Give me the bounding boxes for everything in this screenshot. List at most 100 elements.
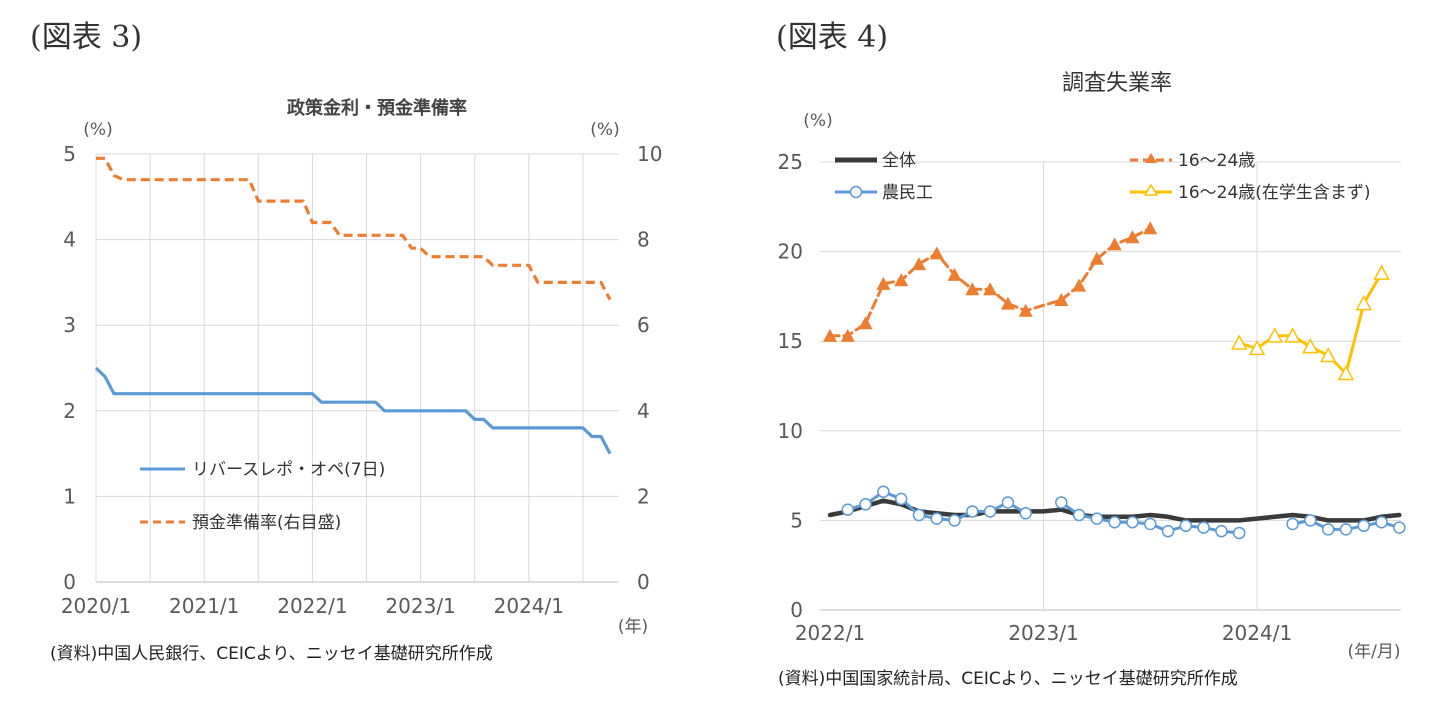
x-tick-label: 2022/1 [277,594,347,618]
y-tick-right-label: 10 [637,142,662,166]
migrant-worker-point [1161,524,1175,538]
y-tick-right-label: 2 [637,484,650,508]
youth-point [1089,251,1104,265]
y-tick-right-label: 8 [637,228,650,252]
youth-ex-students-line [1237,271,1383,375]
youth-ex-students-point [1302,337,1319,354]
migrant-worker-point [894,492,908,506]
youth-point [1054,292,1069,306]
x-tick-label: 2023/1 [385,594,455,618]
chart-4-x-unit: (年/月) [1348,642,1401,662]
reverse-repo-line [94,366,612,455]
figure-3-label: (図表 3) [30,20,143,55]
migrant-worker-point [966,505,979,518]
x-tick-label: 2022/1 [795,621,865,645]
migrant-worker-point [1055,496,1068,509]
y-tick-label: 10 [778,419,803,443]
chart-4-y-unit: (%) [803,111,832,131]
reserve-ratio-line [96,156,612,301]
legend-youth-marker [1145,153,1157,163]
youth-point [1107,237,1122,251]
x-tick-label: 2024/1 [494,594,564,618]
youth-ex-students-point [1355,294,1373,311]
legend-reserve-ratio: 預金準備率(右目盛) [192,513,341,533]
x-tick-label: 2021/1 [169,594,239,618]
youth-point [983,282,998,296]
migrant-worker-point [1339,523,1353,536]
migrant-worker-point [1144,517,1157,531]
chart-3-left-unit: (%) [83,120,112,140]
legend-youth-ex-students: 16～24歳(在学生含まず) [1178,183,1371,203]
youth-ex-students-point [1266,327,1284,343]
youth-point [1072,278,1087,292]
legend-migrant: 農民工 [882,183,933,203]
x-tick-label: 2020/1 [61,594,131,618]
y-tick-right-label: 4 [637,399,650,423]
youth-point [840,328,855,342]
y-tick-label: 0 [790,598,803,622]
youth-ex-students-point [1284,327,1301,343]
youth-ex-students-point [1373,264,1390,280]
y-tick-left-label: 1 [63,484,76,508]
chart-3-x-unit: (年) [618,617,648,637]
migrant-worker-point [1321,523,1335,536]
youth-point [947,267,962,281]
migrant-worker-point [841,503,855,516]
migrant-worker-point [1179,519,1193,533]
migrant-worker-point [877,485,890,498]
y-tick-left-label: 4 [63,228,76,252]
youth-ex-students-point [1319,346,1337,363]
migrant-worker-point [1304,514,1317,527]
y-tick-right-label: 0 [637,570,650,594]
youth-point [876,276,891,290]
youth-point [1125,230,1140,244]
migrant-worker-point [1357,519,1370,533]
migrant-worker-point [1215,524,1228,538]
youth-line [828,226,1152,338]
youth-point [965,282,980,296]
youth-point [1143,221,1158,235]
migrant-worker-point [1197,521,1210,534]
unemployment-chart: 調査失業率 (%) (年/月) 0 5 10 15 20 25 2022/1 2023/1 20… [778,71,1406,662]
migrant-worker-point [1375,515,1388,529]
youth-point [894,273,909,287]
y-tick-label: 5 [790,508,803,532]
legend-reverse-repo: リバースレポ・オペ(7日) [192,460,385,480]
migrant-worker-point [983,505,997,518]
migrant-worker-point [1001,496,1015,509]
chart-3-source: (資料)中国人民銀行、CEICより、ニッセイ基礎研究所作成 [50,644,493,664]
youth-point [1000,296,1015,310]
youth-ex-students-point [1230,334,1248,350]
chart-3-right-unit: (%) [590,120,619,140]
migrant-worker-point [1072,508,1086,522]
x-tick-label: 2023/1 [1008,621,1078,645]
migrant-worker-point [930,512,943,525]
y-tick-label: 20 [778,240,803,264]
migrant-worker-point [859,498,872,511]
y-tick-label: 25 [778,150,803,174]
migrant-worker-point [912,508,926,522]
youth-ex-students-point [1337,364,1355,381]
legend-migrant-marker [849,185,863,199]
y-tick-right-label: 6 [637,313,650,337]
x-tick-label: 2024/1 [1222,621,1292,645]
migrant-worker-point [1286,517,1299,531]
legend-youth: 16～24歳 [1178,151,1255,171]
legend-youth-ex-students-marker [1143,183,1159,196]
migrant-worker-point [1232,526,1246,540]
youth-point [1018,303,1033,317]
policy-rate-chart: 政策金利・預金準備率 (%) (%) (年) 0 1 2 3 4 5 0 2 4 6 8 10 2020… [61,97,663,637]
youth-point [823,328,837,342]
youth-point [929,246,944,260]
youth-point [911,257,926,271]
y-tick-left-label: 5 [63,142,76,166]
migrant-worker-point [1126,515,1139,529]
y-tick-left-label: 0 [63,570,76,594]
migrant-worker-point [1108,515,1121,529]
chart-4-source: (資料)中国国家統計局、CEICより、ニッセイ基礎研究所作成 [778,669,1238,689]
y-tick-left-label: 3 [63,313,76,337]
y-tick-left-label: 2 [63,399,76,423]
migrant-worker-point [1393,521,1406,534]
youth-ex-students-point [1248,339,1266,356]
